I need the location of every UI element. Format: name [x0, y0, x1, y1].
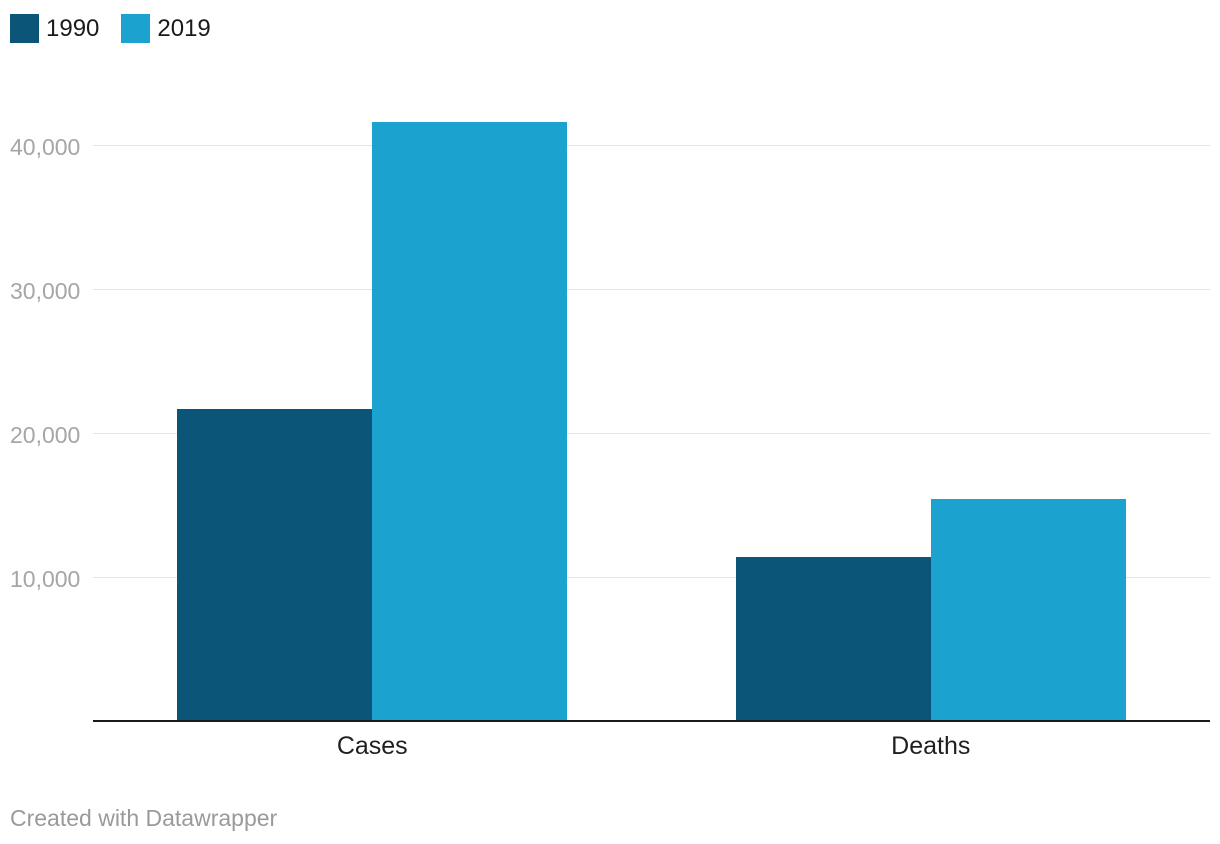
legend: 1990 2019: [10, 14, 211, 43]
legend-item: 1990: [10, 14, 99, 43]
bar-deaths-2019: [930, 499, 1126, 721]
gridline: [93, 433, 1210, 434]
gridline: [93, 145, 1210, 146]
gridline: [93, 577, 1210, 578]
x-axis-category-label: Deaths: [891, 732, 971, 760]
x-axis-line: [93, 720, 1210, 722]
bar-cases-1990: [177, 408, 373, 721]
legend-label: 2019: [157, 15, 211, 42]
x-axis-category-label: Cases: [336, 732, 408, 760]
legend-swatch: [121, 14, 151, 43]
credit-line: Created with Datawrapper: [10, 805, 278, 831]
bar-cases-2019: [372, 121, 568, 721]
y-axis-tick-label: 30,000: [10, 278, 81, 304]
y-axis-tick-label: 40,000: [10, 134, 81, 160]
y-axis-tick-label: 20,000: [10, 422, 81, 448]
y-axis-tick-label: 10,000: [10, 566, 81, 592]
gridline: [93, 289, 1210, 290]
legend-item: 2019: [121, 14, 211, 43]
chart-plot: [93, 73, 1210, 722]
bar-deaths-1990: [735, 556, 931, 721]
legend-label: 1990: [46, 15, 100, 42]
legend-swatch: [10, 14, 39, 43]
